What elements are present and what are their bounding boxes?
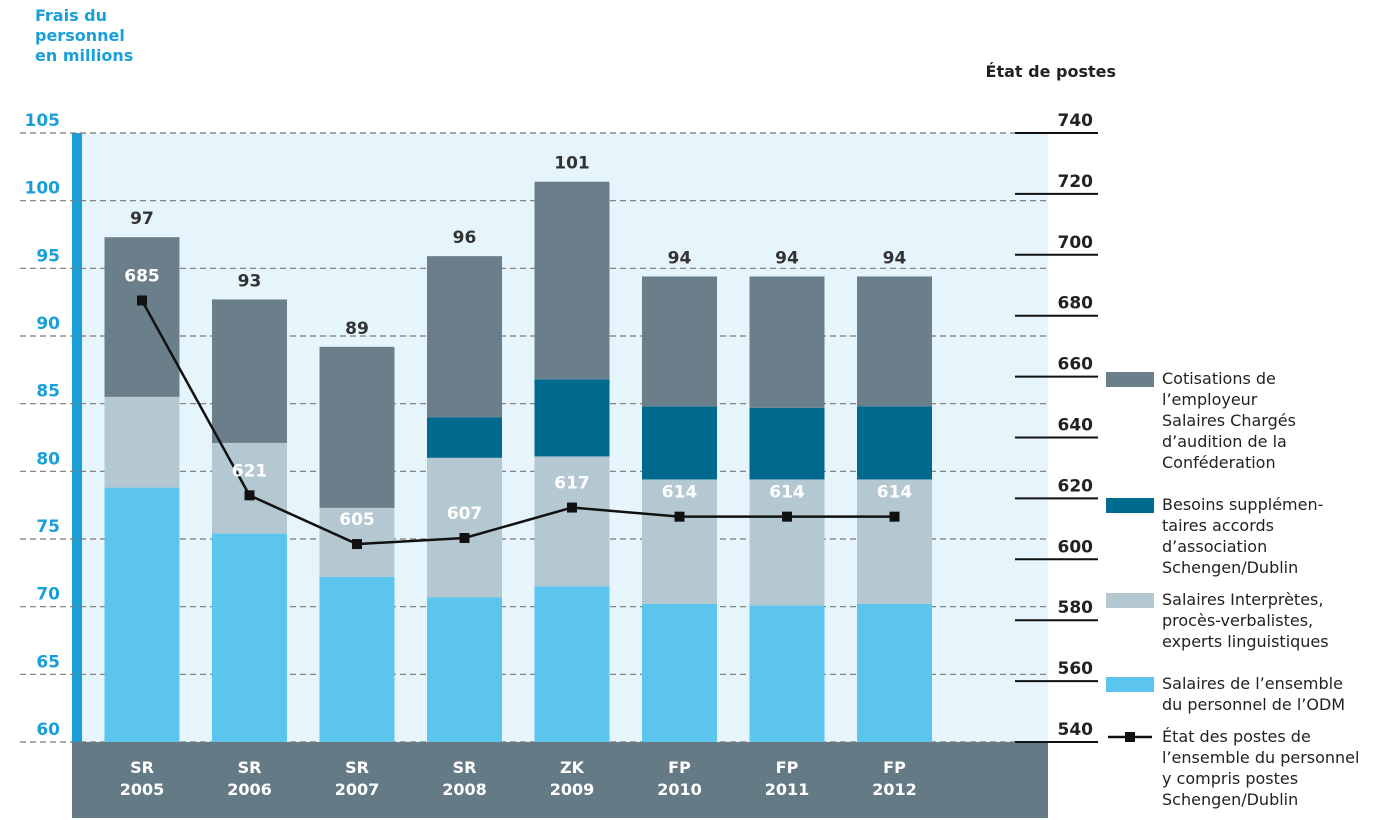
y2-tick-label: 540 [1058, 720, 1094, 740]
y2-tick-label: 680 [1058, 294, 1094, 314]
x-tick-label: SR 2006 [227, 758, 272, 799]
line-marker [567, 502, 577, 513]
line-value-label: 605 [339, 510, 375, 530]
line-marker [889, 511, 900, 522]
bar-segment [857, 276, 932, 407]
total-label: 94 [883, 248, 907, 268]
legend-label: Besoins supplémen- taires accords d’asso… [1162, 495, 1324, 577]
line-value-label: 617 [554, 474, 590, 494]
bar-segment [857, 479, 932, 604]
line-marker [674, 511, 685, 522]
bar-segment [857, 603, 932, 742]
legend-swatch [1106, 498, 1154, 513]
y2-tick-label: 700 [1058, 233, 1094, 253]
y-tick-label: 75 [36, 517, 60, 537]
x-tick-label: SR 2005 [119, 758, 165, 799]
line-marker [352, 539, 362, 550]
x-axis-band [72, 742, 1048, 818]
legend-label: Salaires de l’ensemble du personnel de l… [1162, 674, 1346, 714]
legend-swatch [1106, 677, 1154, 692]
bar-segment [427, 597, 502, 742]
x-tick-label: FP 2010 [657, 758, 702, 799]
x-tick-label: SR 2008 [442, 758, 487, 799]
bar-segment [534, 181, 610, 380]
legend-label: Salaires Interprètes, procès-verbalistes… [1162, 590, 1329, 651]
x-tick-label: FP 2011 [764, 758, 810, 799]
total-label: 94 [775, 248, 799, 268]
bar-segment [427, 417, 502, 458]
bar-segment [212, 533, 287, 742]
total-label: 101 [554, 154, 590, 174]
line-value-label: 614 [662, 483, 698, 503]
bar-segment [212, 442, 287, 534]
total-label: 97 [130, 209, 154, 229]
bar-segment [427, 256, 502, 418]
total-label: 89 [345, 319, 369, 339]
y-tick-label: 65 [36, 652, 60, 672]
x-tick-label: SR 2007 [334, 758, 380, 799]
x-tick-label: ZK 2009 [549, 758, 595, 799]
bar-segment [642, 276, 717, 407]
line-value-label: 614 [769, 483, 805, 503]
axis-bar [72, 133, 82, 742]
y2-tick-label: 600 [1058, 537, 1094, 557]
bar-segment [104, 237, 180, 397]
bar-segment [212, 299, 287, 443]
bar-segment [749, 407, 825, 480]
legend-swatch [1106, 372, 1154, 387]
bar-segment [104, 487, 180, 742]
y2-tick-label: 580 [1058, 598, 1094, 618]
bar-segment [319, 576, 395, 742]
bar-segment [642, 603, 717, 742]
legend-marker [1125, 732, 1135, 742]
bar-segment [427, 457, 502, 598]
bar-segment [749, 479, 825, 606]
y2-axis-title: État de postes [985, 62, 1116, 81]
line-marker [782, 511, 792, 522]
y-tick-label: 95 [36, 246, 60, 266]
total-label: 96 [453, 228, 477, 248]
line-marker [459, 532, 470, 543]
line-value-label: 614 [877, 483, 913, 503]
y-axis-title: Frais du personnel en millions [35, 6, 134, 65]
legend-swatch [1106, 593, 1154, 608]
line [140, 299, 895, 546]
total-label: 94 [668, 248, 692, 268]
bar-segment [534, 586, 610, 742]
x-tick-label: FP 2012 [872, 758, 917, 799]
y-tick-label: 60 [36, 720, 60, 740]
bar-segment [534, 379, 610, 457]
bar-segment [534, 456, 610, 587]
line-value-label: 621 [232, 461, 268, 481]
bar-segment [749, 605, 825, 742]
legend-label: État des postes de l’ensemble du personn… [1162, 727, 1360, 809]
y2-tick-label: 560 [1058, 659, 1094, 679]
bar-segment [642, 406, 717, 480]
line-value-label: 685 [124, 266, 160, 286]
bar-segment [319, 346, 395, 508]
y-tick-label: 90 [36, 314, 60, 334]
bar-segment [642, 479, 717, 604]
line-marker [137, 295, 147, 306]
y-tick-label: 85 [36, 382, 60, 402]
bar-segment [857, 406, 932, 480]
line-value-label: 607 [447, 504, 483, 524]
bar-segment [104, 396, 180, 488]
bar-segment [749, 276, 825, 408]
y-tick-label: 100 [25, 179, 61, 199]
y2-tick-label: 720 [1058, 172, 1094, 192]
y-tick-label: 105 [25, 111, 61, 131]
line-marker [244, 490, 255, 501]
total-label: 93 [238, 271, 262, 291]
y-tick-label: 70 [36, 585, 60, 605]
y2-tick-label: 660 [1058, 355, 1094, 375]
y2-tick-label: 640 [1058, 416, 1094, 436]
y-tick-label: 80 [36, 449, 60, 469]
y2-tick-label: 740 [1058, 111, 1094, 131]
y2-tick-label: 620 [1058, 476, 1094, 496]
legend-label: Cotisations de l’employeur Salaires Char… [1162, 369, 1296, 472]
